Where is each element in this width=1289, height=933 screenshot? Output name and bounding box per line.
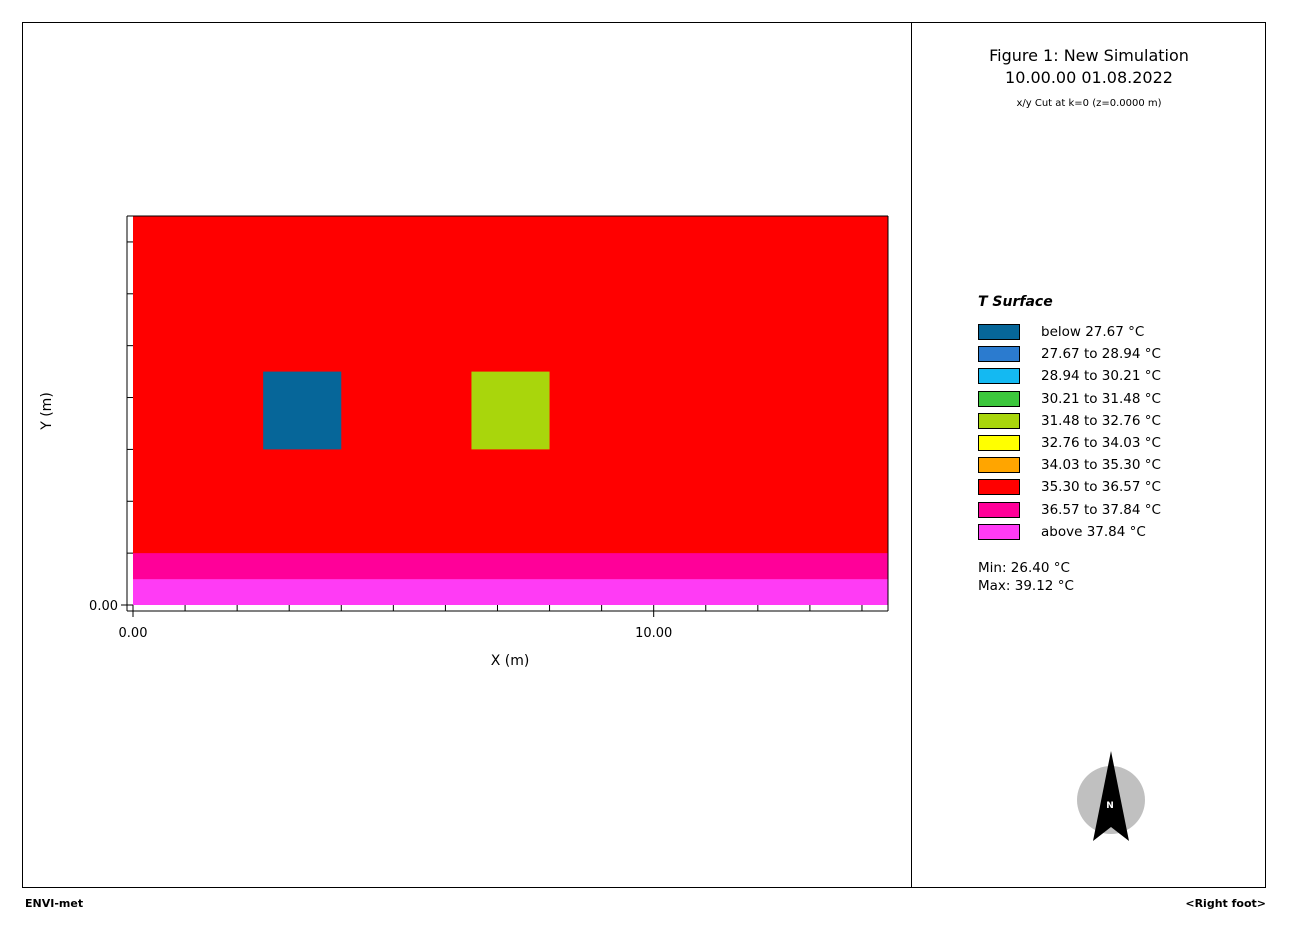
- y-tick-label: 0.00: [89, 599, 118, 614]
- legend-label: 32.76 to 34.03 °C: [1041, 434, 1161, 451]
- panel-divider: [911, 22, 912, 888]
- cut-subtitle: x/y Cut at k=0 (z=0.0000 m): [1016, 98, 1162, 109]
- compass-label: N: [1106, 801, 1114, 811]
- legend-swatch: [978, 523, 1020, 540]
- legend-label: 28.94 to 30.21 °C: [1041, 368, 1161, 385]
- heatmap-cell: [263, 371, 342, 450]
- legend-label: 35.30 to 36.57 °C: [1041, 479, 1161, 496]
- legend-swatch: [978, 346, 1020, 363]
- legend-label: above 37.84 °C: [1041, 523, 1146, 540]
- legend-label: 30.21 to 31.48 °C: [1041, 390, 1161, 407]
- heatmap-cell: [133, 553, 888, 580]
- legend-swatch: [978, 434, 1020, 451]
- legend-swatch: [978, 390, 1020, 407]
- figure-frame: [22, 22, 1266, 888]
- heatmap-cell: [133, 579, 888, 605]
- heatmap-chart: 0.00 10.00 0.00 X (m) Y (m): [39, 215, 889, 669]
- legend-swatch: [978, 501, 1020, 518]
- legend-label: 34.03 to 35.30 °C: [1041, 457, 1161, 474]
- legend-swatch: [978, 412, 1020, 429]
- legend-swatch: [978, 324, 1020, 340]
- legend-label: 31.48 to 32.76 °C: [1041, 412, 1161, 429]
- min-value: Min: 26.40 °C: [978, 560, 1070, 576]
- compass-arrow: [1093, 751, 1129, 841]
- x-tick-label: 0.00: [119, 626, 148, 641]
- x-tick-label: 10.00: [635, 626, 672, 641]
- legend-label: below 27.67 °C: [1041, 324, 1145, 340]
- footer-right: <Right foot>: [1185, 897, 1266, 910]
- legend-label: 36.57 to 37.84 °C: [1041, 501, 1161, 518]
- figure-title: Figure 1: New Simulation: [989, 46, 1189, 65]
- north-arrow-icon: N: [1077, 751, 1145, 841]
- legend-title: T Surface: [978, 294, 1053, 310]
- x-axis-label: X (m): [491, 653, 530, 669]
- legend-label: 27.67 to 28.94 °C: [1041, 346, 1161, 363]
- legend-swatch: [978, 368, 1020, 385]
- max-value: Max: 39.12 °C: [978, 578, 1074, 594]
- legend-swatch: [978, 479, 1020, 496]
- heatmap-cell: [471, 371, 550, 450]
- footer-left: ENVI-met: [25, 897, 84, 910]
- figure-datetime: 10.00.00 01.08.2022: [1005, 68, 1173, 87]
- y-axis-label: Y (m): [39, 392, 55, 431]
- legend-swatch: [978, 457, 1020, 474]
